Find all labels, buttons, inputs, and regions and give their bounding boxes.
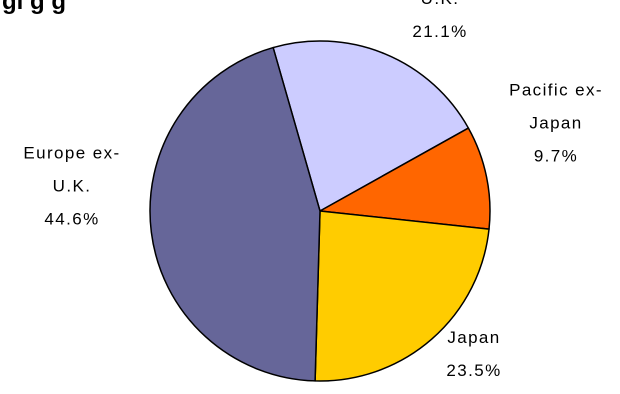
slice-name-label: Pacific ex- xyxy=(509,80,603,99)
pie-slice-u-k xyxy=(272,40,470,212)
slice-value-label: 21.1% xyxy=(412,22,467,41)
pie-slices xyxy=(149,40,491,382)
pie-slice-japan xyxy=(314,210,490,382)
pie-slice-europe-ex-u-k xyxy=(149,46,321,382)
slice-value-label: 23.5% xyxy=(446,361,501,380)
slice-value-label: 44.6% xyxy=(44,209,99,228)
slice-value-label: 9.7% xyxy=(534,146,578,165)
slice-name-label: Japan xyxy=(529,113,582,132)
pie-slice-pacific-ex-japan xyxy=(319,127,491,230)
pie-labels: U.K. 21.1% Pacific ex- Japan 9.7% Japan 23.5% E… xyxy=(23,0,603,380)
slice-name-label: U.K. xyxy=(53,176,92,195)
chart-title: gi g g xyxy=(2,0,66,15)
slice-name-label: Europe ex- xyxy=(23,143,120,162)
slice-name-label: Japan xyxy=(447,328,500,347)
slice-name-label: U.K. xyxy=(421,0,460,8)
